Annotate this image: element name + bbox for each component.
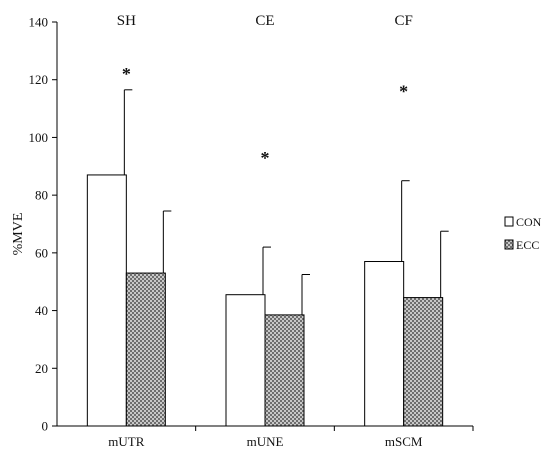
y-tick-label: 0 (42, 419, 49, 434)
y-tick-label: 80 (35, 188, 48, 203)
legend-label-ecc: ECC (516, 238, 539, 252)
bar-con-mune (225, 294, 266, 427)
bar-ecc-mune (264, 314, 305, 427)
group-label: SH (117, 13, 136, 29)
y-tick-label: 60 (35, 245, 48, 260)
significance-marker: * (261, 148, 270, 168)
legend-swatch-ecc (504, 239, 514, 250)
bar-con-mutr (86, 174, 127, 427)
group-label: CE (255, 13, 274, 29)
legend: CON ECC (504, 215, 542, 252)
significance-marker: * (399, 81, 408, 101)
y-tick-label: 120 (29, 72, 49, 87)
axes-layer (52, 21, 474, 431)
bar-con-mscm (364, 261, 405, 427)
bars-layer (86, 89, 449, 427)
x-tick-label: mUNE (247, 434, 284, 449)
bar-ecc-mscm (403, 297, 444, 427)
bar-ecc-mutr (125, 272, 166, 427)
legend-label-con: CON (516, 215, 542, 229)
y-tick-label: 40 (35, 303, 48, 318)
group-label: CF (394, 13, 412, 29)
y-tick-label: 140 (29, 15, 49, 30)
legend-swatch-con (504, 216, 514, 227)
significance-marker: * (122, 64, 131, 84)
y-tick-label: 20 (35, 361, 48, 376)
y-tick-label: 100 (29, 130, 49, 145)
labels-layer: 0 20 40 60 80 100 120 140 mUTR SH mUNE CE mSCM CF * * *%… (11, 13, 423, 449)
x-tick-label: mSCM (385, 434, 423, 449)
y-axis-label: %MVE (11, 213, 26, 256)
x-tick-label: mUTR (108, 434, 144, 449)
